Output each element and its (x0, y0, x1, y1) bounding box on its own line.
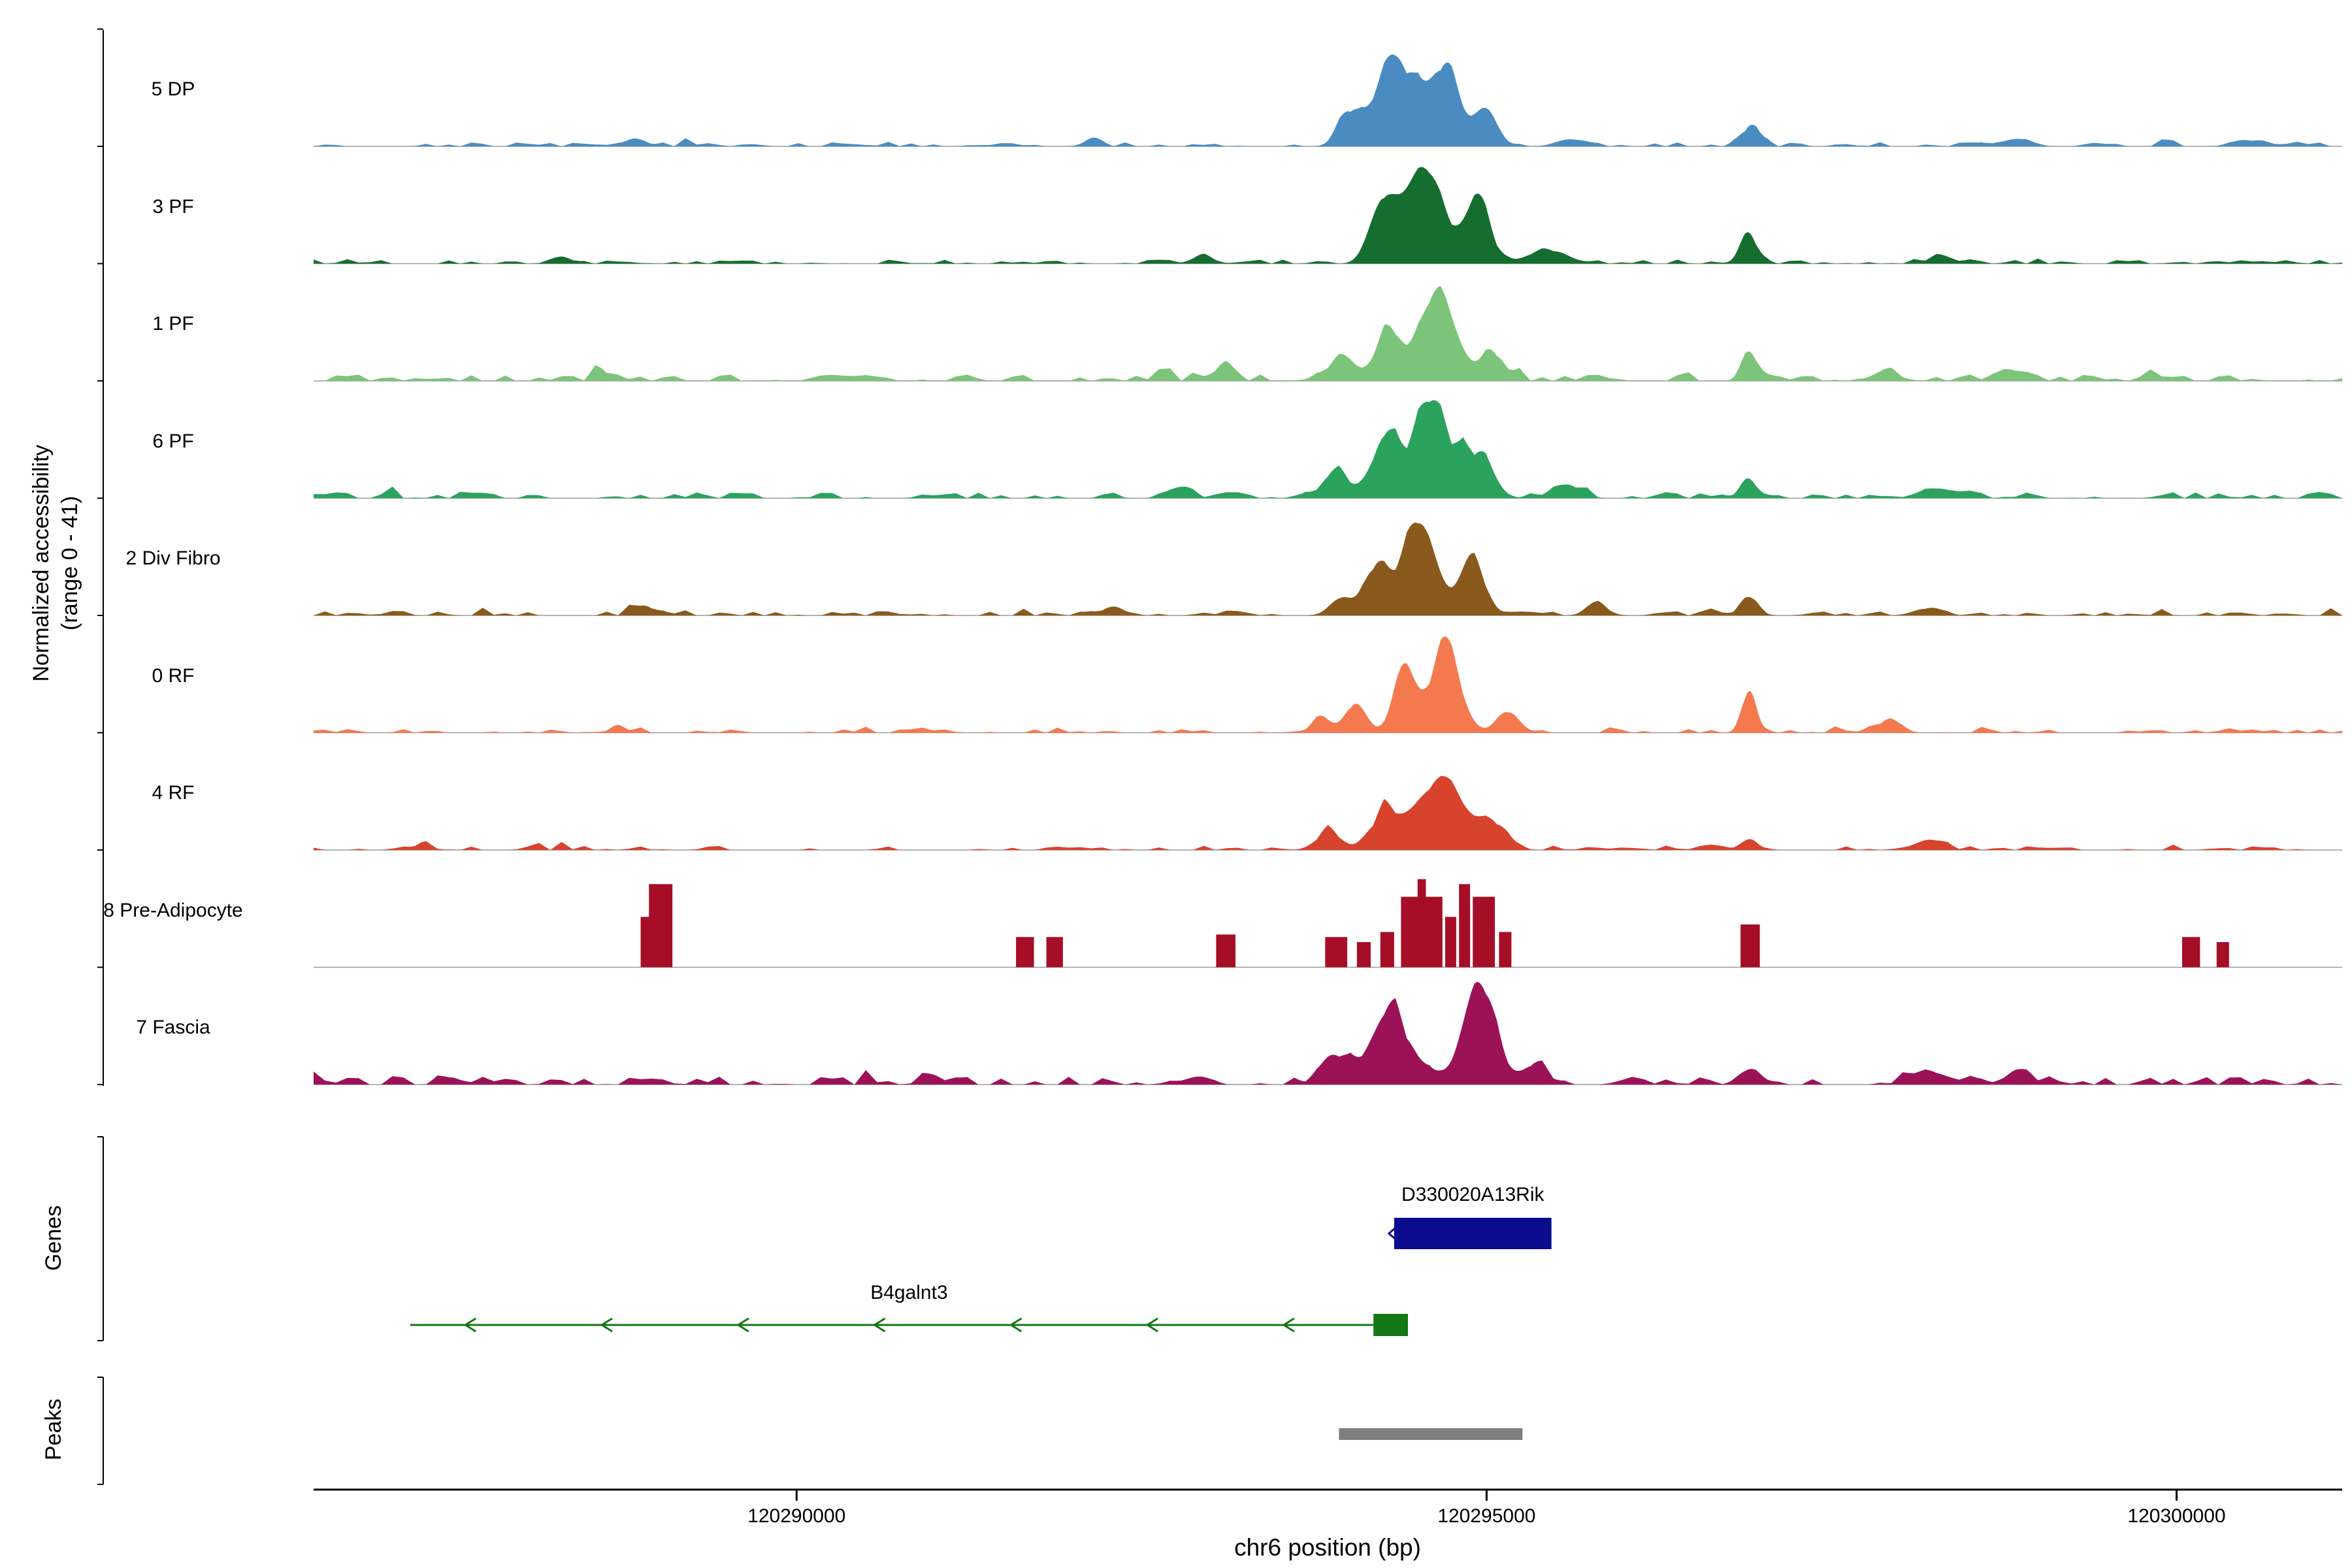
track-signal (314, 167, 2342, 264)
gene-direction-arrow (600, 1317, 613, 1333)
track-signal (314, 981, 2342, 1085)
track-signal (314, 776, 2342, 850)
track-label: 8 Pre-Adipocyte (103, 899, 243, 921)
track-label: 6 PF (152, 430, 194, 452)
x-tick-label: 120290000 (747, 1505, 846, 1527)
peak-region-bar (1339, 1428, 1523, 1440)
track-label: 1 PF (152, 313, 194, 335)
track-signal (314, 54, 2342, 146)
track-label: 7 Fascia (136, 1017, 210, 1038)
peaks-section-label: Peaks (41, 1398, 66, 1461)
track-label: 5 DP (151, 78, 195, 100)
gene-name-label: B4galnt3 (870, 1282, 948, 1303)
x-tick-label: 120300000 (2127, 1505, 2226, 1527)
track-signal (314, 286, 2342, 381)
track-label: 4 RF (152, 782, 195, 804)
gene-direction-arrow (1145, 1317, 1158, 1333)
track-signal (314, 636, 2342, 733)
gene-body (1394, 1218, 1552, 1249)
track-label: 3 PF (152, 195, 194, 218)
gene-exon (1373, 1314, 1409, 1336)
gene-name-label: D330020A13Rik (1401, 1184, 1544, 1205)
gene-direction-arrow (1282, 1317, 1295, 1333)
track-label: 0 RF (152, 664, 195, 687)
genes-section-label: Genes (41, 1205, 66, 1271)
track-signal (314, 522, 2342, 615)
track-signal (640, 879, 2229, 968)
x-tick-label: 120295000 (1437, 1505, 1536, 1527)
track-signal (314, 400, 2342, 498)
track-label: 2 Div Fibro (125, 547, 221, 569)
gene-direction-arrow (1009, 1317, 1022, 1333)
gene-direction-arrow (872, 1317, 886, 1333)
gene-direction-arrow (736, 1317, 749, 1333)
x-axis-title: chr6 position (bp) (1234, 1534, 1421, 1561)
gene-direction-arrow (1387, 1223, 1400, 1244)
gene-direction-arrow (463, 1317, 477, 1333)
